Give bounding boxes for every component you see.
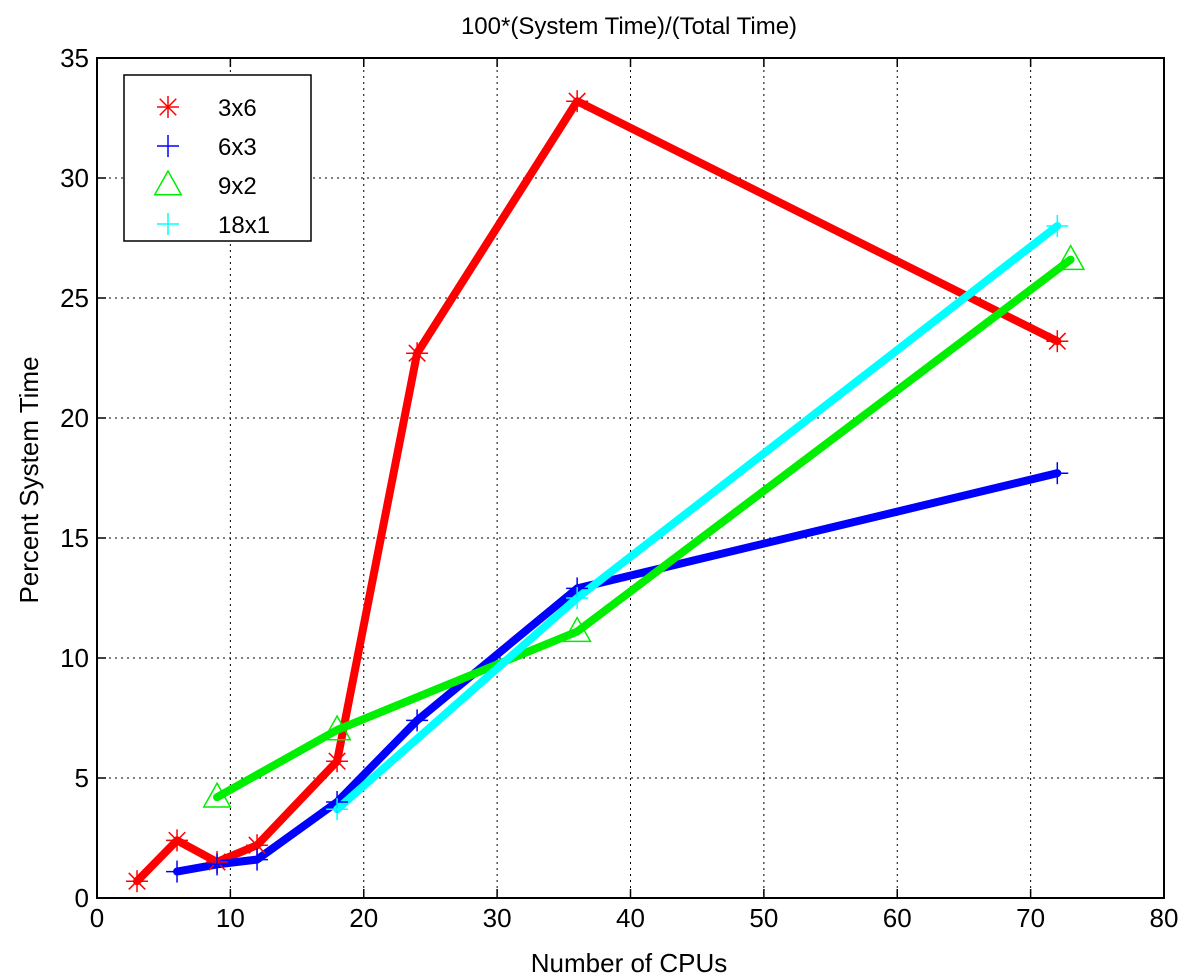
series-line-9x2 — [213, 255, 1075, 802]
x-tick-label: 80 — [1150, 903, 1179, 933]
data-point-3x6 — [166, 829, 189, 852]
y-tick-label: 15 — [60, 523, 89, 553]
x-tick-label: 0 — [90, 903, 104, 933]
x-axis-label: Number of CPUs — [531, 948, 728, 977]
legend-label-3x6: 3x6 — [218, 95, 257, 122]
chart-title: 100*(System Time)/(Total Time) — [461, 13, 797, 40]
data-point-18x1 — [326, 798, 349, 821]
y-tick-label: 25 — [60, 283, 89, 313]
legend-label-6x3: 6x3 — [218, 134, 257, 161]
x-tick-label: 60 — [883, 903, 912, 933]
data-point-18x1 — [566, 587, 589, 609]
y-tick-label: 5 — [75, 763, 89, 793]
data-point-9x2 — [562, 616, 592, 643]
y-tick-label: 30 — [60, 163, 89, 193]
data-point-9x2 — [1056, 244, 1086, 271]
legend-label-18x1: 18x1 — [218, 212, 270, 239]
data-point-3x6 — [566, 90, 589, 113]
data-point-6x3 — [1046, 462, 1069, 485]
legend-marker-9x2 — [153, 169, 183, 196]
data-point-6x3 — [206, 853, 229, 876]
data-point-6x3 — [166, 860, 189, 883]
legend: 3x6 6x3 9x2 18x1 — [123, 74, 312, 242]
x-tick-label: 40 — [616, 903, 645, 933]
data-point-3x6 — [126, 870, 149, 893]
series-markers — [126, 90, 1086, 893]
y-tick-label: 20 — [60, 403, 89, 433]
data-point-6x3 — [406, 709, 429, 732]
tick-labels: 0 10 20 30 40 50 60 70 80 0 5 10 15 20 25 30 35 — [60, 43, 1178, 933]
x-tick-label: 30 — [483, 903, 512, 933]
data-point-18x1 — [1046, 215, 1069, 237]
x-tick-label: 70 — [1016, 903, 1045, 933]
data-point-6x3 — [246, 848, 269, 871]
data-point-3x6 — [406, 342, 429, 365]
x-tick-label: 20 — [349, 903, 378, 933]
data-point-3x6 — [1046, 330, 1069, 353]
axis-ticks — [96, 57, 1165, 899]
legend-marker-18x1 — [157, 213, 179, 235]
legend-box — [123, 74, 312, 242]
legend-marker-6x3 — [157, 135, 179, 157]
data-point-9x2 — [322, 714, 352, 741]
legend-marker-3x6 — [157, 96, 179, 118]
x-tick-label: 50 — [749, 903, 778, 933]
series-line-6x3 — [173, 469, 1062, 876]
y-tick-label: 35 — [60, 43, 89, 73]
data-point-9x2 — [202, 781, 232, 808]
y-tick-label: 0 — [75, 883, 89, 913]
legend-label-9x2: 9x2 — [218, 173, 257, 200]
y-axis-label: Percent System Time — [14, 356, 44, 603]
data-point-3x6 — [326, 750, 349, 773]
x-tick-label: 10 — [216, 903, 245, 933]
y-tick-label: 10 — [60, 643, 89, 673]
series-line-3x6 — [133, 97, 1062, 886]
